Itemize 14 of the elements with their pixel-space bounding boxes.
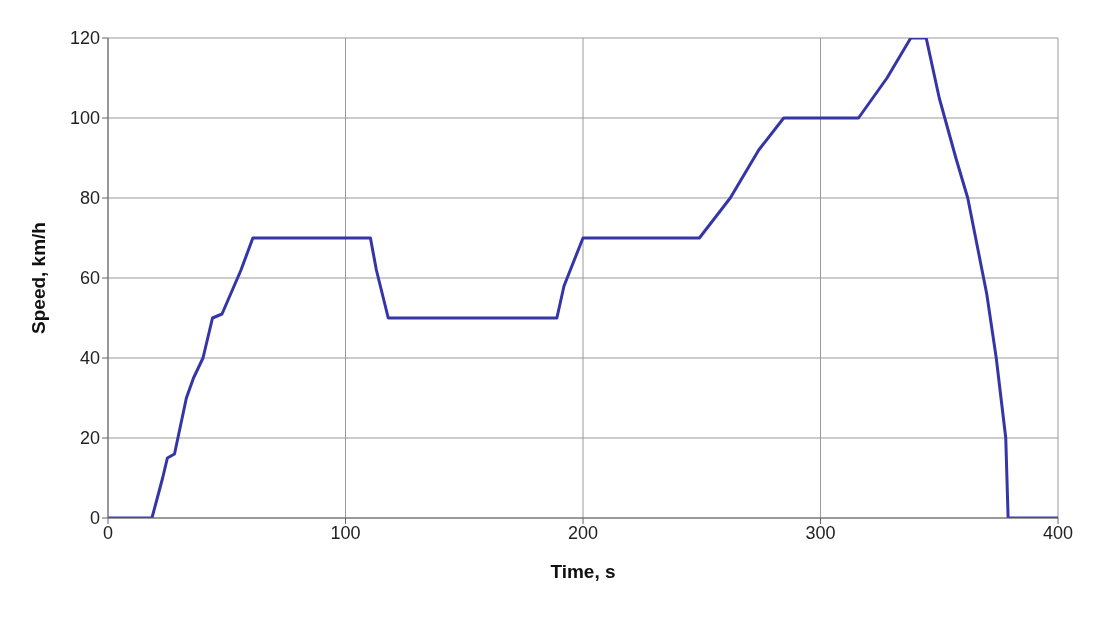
y-tick-label: 40 bbox=[79, 348, 100, 369]
y-axis-title: Speed, km/h bbox=[27, 222, 49, 334]
y-tick-label: 20 bbox=[79, 428, 100, 449]
x-axis-title: Time, s bbox=[550, 561, 616, 582]
x-tick-label: 100 bbox=[330, 522, 361, 543]
x-tick-label: 0 bbox=[102, 522, 114, 543]
x-tick-label: 400 bbox=[1042, 522, 1074, 543]
x-tick-label: 300 bbox=[805, 522, 836, 543]
y-tick-label: 60 bbox=[79, 268, 100, 289]
y-tick-label: 0 bbox=[89, 508, 100, 529]
x-tick-label: 200 bbox=[567, 522, 599, 543]
y-tick-label: 80 bbox=[79, 188, 100, 209]
y-tick-label: 120 bbox=[69, 28, 100, 49]
y-tick-label: 100 bbox=[69, 108, 100, 129]
